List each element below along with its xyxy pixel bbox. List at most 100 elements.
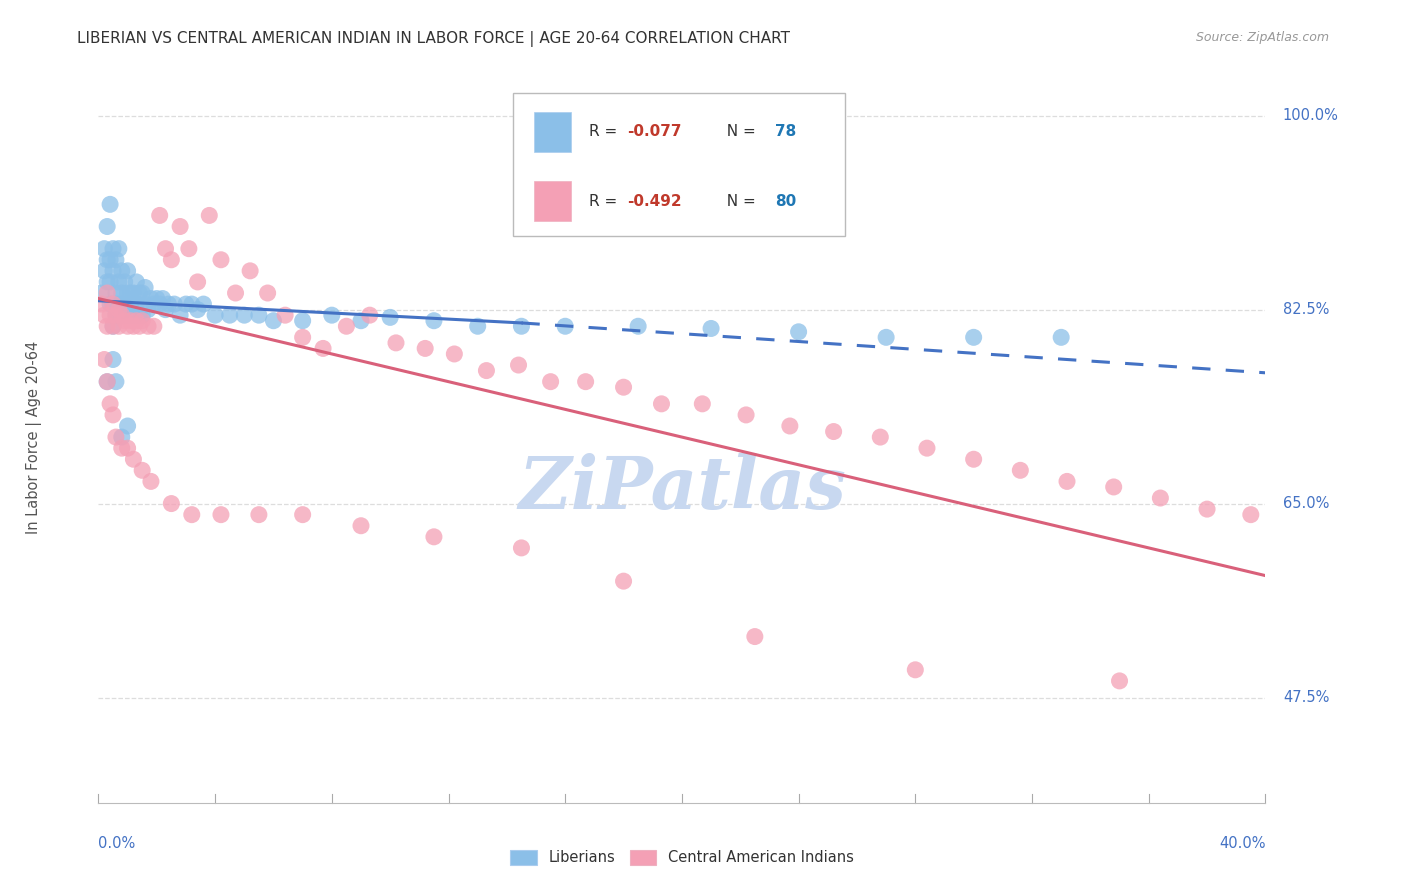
Point	[128, 285, 150, 300]
Point	[104, 285, 127, 300]
Point	[108, 297, 131, 311]
Point	[475, 363, 498, 377]
Point	[142, 297, 165, 311]
Point	[108, 319, 131, 334]
Point	[160, 497, 183, 511]
Point	[96, 219, 118, 234]
Point	[274, 308, 297, 322]
Text: R =: R =	[589, 124, 621, 139]
FancyBboxPatch shape	[534, 112, 571, 152]
Point	[96, 252, 118, 267]
Text: Source: ZipAtlas.com: Source: ZipAtlas.com	[1195, 31, 1329, 45]
Point	[180, 297, 202, 311]
Point	[160, 252, 183, 267]
Point	[350, 518, 373, 533]
Point	[218, 308, 240, 322]
Point	[204, 308, 226, 322]
Point	[136, 302, 159, 317]
Point	[98, 297, 121, 311]
Point	[120, 297, 142, 311]
Point	[1108, 673, 1130, 688]
Point	[125, 297, 148, 311]
Point	[117, 285, 139, 300]
Point	[125, 314, 148, 328]
Point	[111, 308, 134, 322]
Point	[90, 285, 112, 300]
Point	[209, 508, 232, 522]
Text: 47.5%: 47.5%	[1282, 690, 1329, 705]
Point	[131, 308, 153, 322]
Point	[101, 264, 124, 278]
Point	[467, 319, 489, 334]
Point	[510, 541, 533, 555]
Point	[247, 508, 270, 522]
Point	[96, 275, 118, 289]
Point	[96, 285, 118, 300]
Point	[111, 285, 134, 300]
Point	[111, 441, 134, 455]
Point	[90, 297, 112, 311]
Point	[443, 347, 465, 361]
Point	[413, 342, 436, 356]
Point	[96, 375, 118, 389]
Point	[120, 314, 142, 328]
Point	[117, 264, 139, 278]
Point	[423, 530, 446, 544]
Point	[139, 292, 162, 306]
Point	[1240, 508, 1263, 522]
Point	[98, 252, 121, 267]
Point	[98, 308, 121, 322]
Point	[177, 242, 200, 256]
Point	[875, 330, 897, 344]
Text: LIBERIAN VS CENTRAL AMERICAN INDIAN IN LABOR FORCE | AGE 20-64 CORRELATION CHART: LIBERIAN VS CENTRAL AMERICAN INDIAN IN L…	[77, 31, 790, 47]
Text: 65.0%: 65.0%	[1282, 496, 1329, 511]
Point	[239, 264, 262, 278]
Point	[122, 452, 145, 467]
Point	[612, 380, 634, 394]
Point	[93, 352, 115, 367]
Point	[117, 419, 139, 434]
Point	[1056, 475, 1078, 489]
Point	[108, 302, 131, 317]
Point	[128, 308, 150, 322]
Point	[134, 280, 156, 294]
Point	[101, 297, 124, 311]
Point	[869, 430, 891, 444]
Point	[149, 297, 172, 311]
Point	[117, 441, 139, 455]
Point	[256, 285, 278, 300]
Point	[93, 264, 115, 278]
Point	[117, 319, 139, 334]
Text: -0.492: -0.492	[627, 194, 682, 209]
Point	[787, 325, 810, 339]
Point	[104, 430, 127, 444]
Point	[131, 314, 153, 328]
Point	[650, 397, 672, 411]
Point	[187, 302, 209, 317]
Point	[122, 308, 145, 322]
Text: 82.5%: 82.5%	[1282, 302, 1329, 318]
Point	[157, 297, 180, 311]
Point	[423, 314, 446, 328]
Text: 100.0%: 100.0%	[1282, 108, 1339, 123]
Point	[962, 452, 984, 467]
Text: 80: 80	[775, 194, 797, 209]
Point	[93, 242, 115, 256]
Text: 78: 78	[775, 124, 797, 139]
Point	[1149, 491, 1171, 505]
Point	[104, 252, 127, 267]
Legend: Liberians, Central American Indians: Liberians, Central American Indians	[510, 849, 853, 865]
Text: ZiPatlas: ZiPatlas	[517, 453, 846, 524]
Text: N =: N =	[717, 194, 761, 209]
Point	[612, 574, 634, 589]
Point	[247, 308, 270, 322]
Point	[131, 285, 153, 300]
Point	[125, 275, 148, 289]
Point	[98, 197, 121, 211]
Point	[700, 321, 723, 335]
Text: In Labor Force | Age 20-64: In Labor Force | Age 20-64	[27, 341, 42, 533]
Point	[139, 475, 162, 489]
Text: 0.0%: 0.0%	[98, 836, 135, 851]
Point	[359, 308, 381, 322]
Point	[155, 302, 177, 317]
